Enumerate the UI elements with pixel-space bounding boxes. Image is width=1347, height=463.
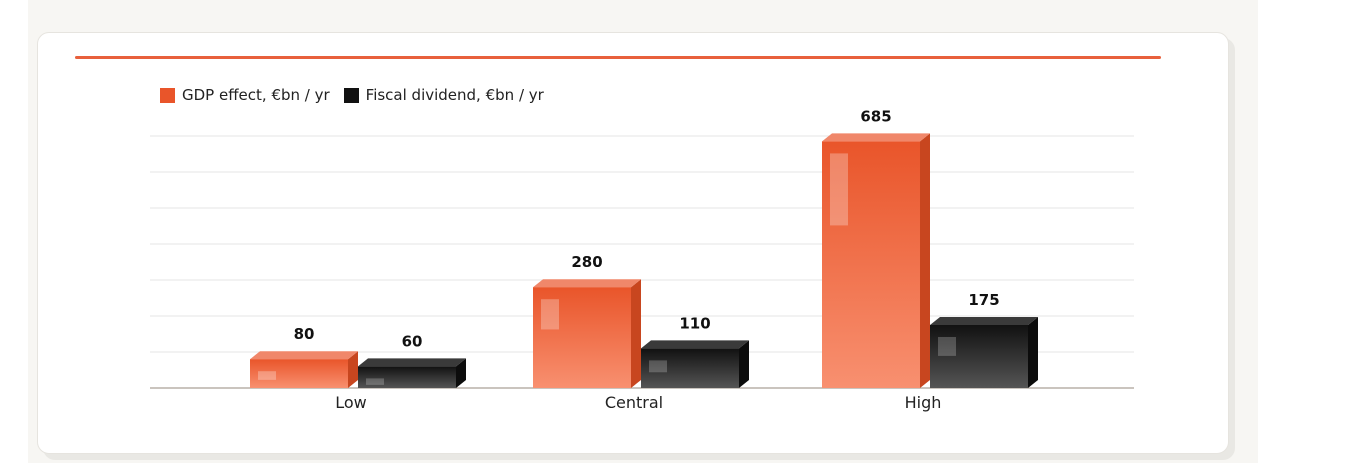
bar-gdp-low	[250, 359, 348, 388]
bar-fiscal-low	[358, 366, 456, 388]
bar-top-gdp	[250, 351, 358, 360]
bar-side-gdp	[631, 279, 641, 388]
legend-item-gdp: GDP effect, €bn / yr	[160, 86, 330, 104]
bar-side-fiscal	[1028, 317, 1038, 388]
bar-top-gdp	[822, 133, 930, 142]
bar-fiscal-central	[641, 348, 739, 388]
bar-top-fiscal	[358, 358, 466, 367]
value-label-fiscal-central: 110	[679, 314, 710, 332]
value-label-gdp-high: 685	[860, 107, 891, 125]
bar-highlight	[541, 299, 559, 330]
bar-top-gdp	[533, 279, 641, 288]
value-label-gdp-central: 280	[571, 253, 602, 271]
legend-swatch-fiscal	[343, 87, 359, 103]
x-tick-high: High	[905, 393, 942, 412]
x-tick-central: Central	[605, 393, 663, 412]
value-label-fiscal-high: 175	[968, 291, 999, 309]
bar-top-fiscal	[641, 340, 749, 349]
bar-fiscal-high	[930, 325, 1028, 388]
value-label-gdp-low: 80	[294, 325, 315, 343]
bar-side-gdp	[348, 351, 358, 388]
bar-side-fiscal	[456, 358, 466, 388]
legend-label-fiscal: Fiscal dividend, €bn / yr	[365, 86, 544, 104]
value-label-fiscal-low: 60	[402, 332, 423, 350]
legend-swatch-gdp	[160, 87, 175, 103]
bar-gdp-central	[533, 287, 631, 388]
bar-highlight	[938, 337, 956, 356]
accent-rule	[75, 56, 1161, 59]
bar-top-fiscal	[930, 317, 1038, 325]
bar-side-fiscal	[739, 340, 749, 388]
bar-highlight	[258, 371, 276, 380]
bar-highlight	[649, 360, 667, 373]
legend-label-gdp: GDP effect, €bn / yr	[182, 86, 330, 104]
bar-side-gdp	[920, 133, 930, 388]
bar-highlight	[830, 153, 848, 226]
x-tick-low: Low	[335, 393, 367, 412]
bar-highlight	[366, 378, 384, 385]
legend-item-fiscal: Fiscal dividend, €bn / yr	[343, 86, 544, 104]
bar-gdp-high	[822, 141, 920, 388]
chart-legend: GDP effect, €bn / yr Fiscal dividend, €b…	[160, 85, 558, 105]
